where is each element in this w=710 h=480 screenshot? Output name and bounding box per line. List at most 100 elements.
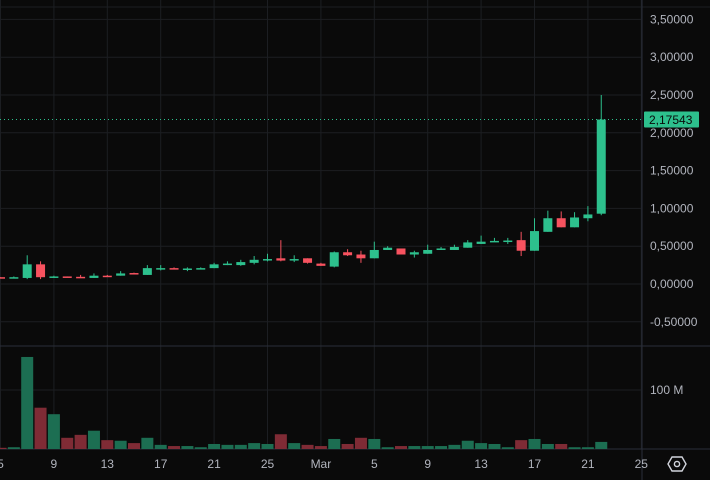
price-tick-label: 1,00000	[650, 201, 694, 215]
volume-bar	[381, 447, 394, 449]
volume-bar	[515, 440, 528, 449]
candle-up	[156, 268, 166, 270]
volume-bar	[47, 414, 60, 449]
volume-bar	[34, 407, 47, 449]
candle-up	[182, 268, 192, 271]
volume-bar	[581, 447, 594, 449]
volume-bar	[501, 447, 514, 449]
price-tick-label: 1,50000	[650, 164, 694, 178]
price-tick-label: 3,00000	[650, 50, 694, 64]
volume-bar	[7, 447, 20, 449]
candle-up	[9, 277, 19, 279]
volume-bar	[61, 437, 74, 449]
volume-bar	[221, 444, 234, 449]
price-tick-label: 0,00000	[650, 277, 694, 291]
time-tick-label: 13	[474, 457, 488, 471]
time-tick-label: 9	[424, 457, 431, 471]
volume-bar	[194, 447, 207, 449]
candle-down	[556, 218, 566, 228]
volume-bar	[288, 443, 301, 449]
candle-up	[263, 259, 272, 261]
volume-bar	[181, 446, 194, 449]
candle-up	[583, 214, 593, 219]
volume-bar	[234, 444, 247, 449]
volume-bar	[274, 434, 287, 449]
candle-up	[49, 276, 59, 278]
volume-bar	[141, 437, 154, 449]
volume-bar	[314, 446, 327, 449]
candle-up	[249, 259, 259, 263]
volume-bar	[475, 443, 488, 449]
time-tick-label: 17	[154, 457, 168, 471]
candle-up	[449, 246, 459, 250]
volume-bar	[435, 446, 448, 449]
volume-bar	[301, 444, 314, 449]
volume-bar	[154, 444, 167, 449]
volume-bar	[114, 440, 127, 449]
time-tick-label: 25	[635, 457, 649, 471]
candle-up	[222, 263, 232, 266]
candle-up	[570, 217, 580, 228]
volume-bar	[461, 440, 474, 449]
volume-bar	[408, 446, 421, 449]
volume-bar	[488, 443, 501, 449]
volume-bar	[21, 356, 34, 449]
volume-bar	[101, 440, 114, 449]
chart-settings-button[interactable]	[666, 454, 688, 474]
candle-up	[116, 273, 126, 276]
time-tick-label: 5	[0, 457, 4, 471]
candle-up	[142, 268, 152, 275]
volume-bar	[128, 443, 140, 449]
candle-down	[356, 254, 366, 259]
candle-up	[196, 268, 206, 270]
volume-bar	[208, 443, 221, 449]
last-price-label: 2,17543	[649, 113, 693, 127]
volume-bar	[0, 447, 7, 449]
volume-bar	[341, 443, 354, 449]
volume-bar	[261, 443, 274, 449]
volume-bar	[168, 446, 181, 449]
candle-down	[343, 252, 353, 256]
candle-up	[329, 252, 339, 267]
candle-up	[289, 259, 299, 261]
price-tick-label: 3,50000	[650, 12, 694, 26]
candle-down	[396, 248, 406, 255]
candle-up	[423, 249, 433, 254]
volume-bar	[595, 441, 608, 449]
candle-down	[129, 273, 139, 275]
volume-bar	[528, 438, 541, 449]
candle-down	[303, 258, 313, 263]
volume-bar	[395, 446, 407, 449]
candle-down	[276, 258, 286, 261]
volume-tick-label: 100 M	[650, 383, 683, 397]
time-tick-label: 21	[207, 457, 221, 471]
price-tick-label: 2,50000	[650, 88, 694, 102]
price-tick-label: 0,50000	[650, 239, 694, 253]
candle-up	[22, 264, 32, 278]
time-tick-label: 25	[261, 457, 275, 471]
candle-up	[409, 252, 419, 255]
candle-down	[62, 276, 72, 278]
volume-bar	[568, 447, 581, 449]
candle-up	[530, 231, 539, 251]
candle-down	[169, 268, 179, 270]
candle-up	[383, 247, 393, 250]
volume-bar	[368, 438, 381, 449]
candle-down	[76, 276, 86, 279]
price-tick-label: 2,00000	[650, 126, 694, 140]
candle-up	[236, 262, 246, 266]
candle-down	[0, 277, 5, 279]
candle-up	[89, 275, 99, 278]
time-tick-label: Mar	[311, 457, 332, 471]
volume-bar	[541, 443, 554, 449]
candle-up	[476, 241, 486, 244]
volume-bar	[354, 437, 367, 449]
volume-bar	[555, 443, 568, 449]
candle-up	[369, 249, 379, 259]
candle-down	[516, 240, 526, 251]
candle-up	[489, 240, 499, 243]
candle-down	[316, 263, 326, 266]
candle-up	[463, 242, 473, 248]
volume-bar	[448, 444, 461, 449]
